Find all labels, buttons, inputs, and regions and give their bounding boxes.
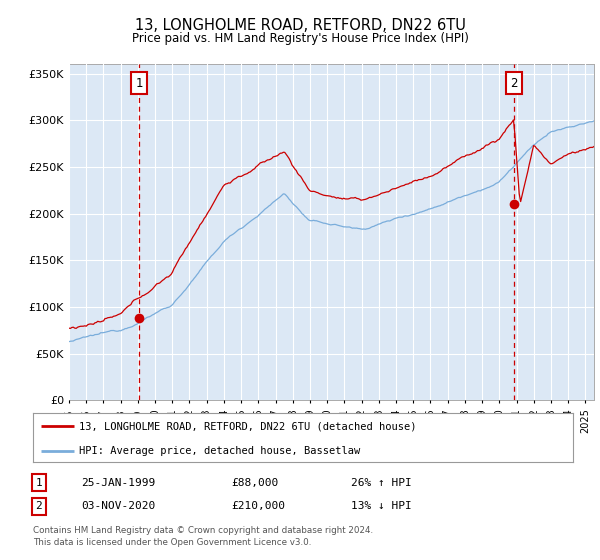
Text: 25-JAN-1999: 25-JAN-1999 [81, 478, 155, 488]
Text: Price paid vs. HM Land Registry's House Price Index (HPI): Price paid vs. HM Land Registry's House … [131, 31, 469, 45]
Text: 13% ↓ HPI: 13% ↓ HPI [351, 501, 412, 511]
Text: 13, LONGHOLME ROAD, RETFORD, DN22 6TU (detached house): 13, LONGHOLME ROAD, RETFORD, DN22 6TU (d… [79, 421, 416, 431]
Text: 13, LONGHOLME ROAD, RETFORD, DN22 6TU: 13, LONGHOLME ROAD, RETFORD, DN22 6TU [134, 18, 466, 32]
Text: 1: 1 [35, 478, 43, 488]
Text: 2: 2 [510, 77, 518, 90]
Text: HPI: Average price, detached house, Bassetlaw: HPI: Average price, detached house, Bass… [79, 446, 360, 456]
Text: £210,000: £210,000 [231, 501, 285, 511]
Text: 2: 2 [35, 501, 43, 511]
Text: 26% ↑ HPI: 26% ↑ HPI [351, 478, 412, 488]
Text: £88,000: £88,000 [231, 478, 278, 488]
Text: 03-NOV-2020: 03-NOV-2020 [81, 501, 155, 511]
Text: Contains HM Land Registry data © Crown copyright and database right 2024.
This d: Contains HM Land Registry data © Crown c… [33, 526, 373, 547]
Text: 1: 1 [136, 77, 143, 90]
